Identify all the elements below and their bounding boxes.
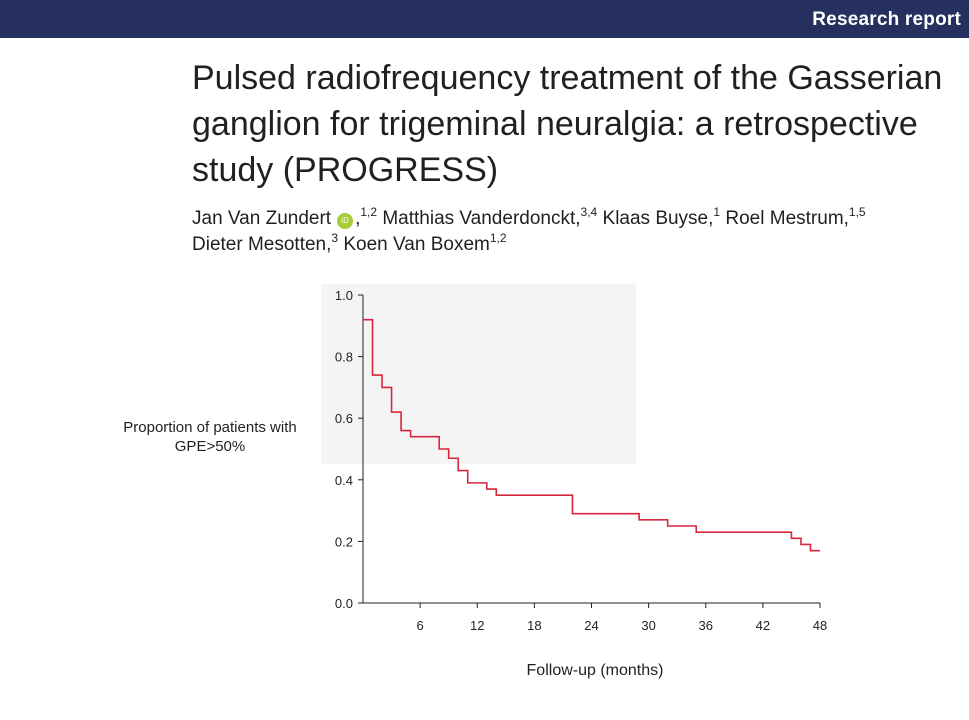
x-tick-label: 12 xyxy=(470,618,484,633)
author-affiliation: 3,4 xyxy=(580,205,598,219)
y-tick-label: 0.6 xyxy=(335,411,353,426)
y-tick-label: 0.2 xyxy=(335,534,353,549)
author-name: Jan Van Zundert xyxy=(192,208,332,229)
author-list: Jan Van Zundert iD ,1,2 Matthias Vanderdon… xyxy=(192,205,866,255)
author-affiliation: 1,2 xyxy=(360,205,378,219)
x-tick-label: 42 xyxy=(756,618,770,633)
author-affiliation: 1 xyxy=(713,205,721,219)
x-tick-label: 24 xyxy=(584,618,598,633)
y-axis-label: Proportion of patients with GPE>50% xyxy=(123,419,297,455)
y-axis-ticks: 0.0 0.2 0.4 0.6 0.8 1.0 xyxy=(335,288,363,611)
x-tick-label: 6 xyxy=(417,618,424,633)
y-tick-label: 0.8 xyxy=(335,350,353,365)
paper-title: Pulsed radiofrequency treatment of the G… xyxy=(192,59,943,189)
x-tick-label: 18 xyxy=(527,618,541,633)
y-tick-label: 1.0 xyxy=(335,288,353,303)
x-tick-label: 36 xyxy=(699,618,713,633)
author-affiliation: 1,5 xyxy=(848,205,866,219)
figure-shading xyxy=(321,284,636,464)
survival-curve xyxy=(363,318,820,552)
orcid-icon[interactable]: iD xyxy=(337,213,354,229)
y-tick-label: 0.0 xyxy=(335,596,353,611)
journal-header-band: Research report xyxy=(0,0,969,38)
author-affiliation: 3 xyxy=(331,231,339,245)
x-tick-label: 30 xyxy=(641,618,655,633)
author-name: Matthias Vanderdonckt xyxy=(382,208,576,229)
author-name: Koen Van Boxem xyxy=(343,234,490,255)
y-tick-label: 0.4 xyxy=(335,473,353,488)
author-name: Dieter Mesotten xyxy=(192,234,327,255)
x-tick-label: 48 xyxy=(813,618,827,633)
author-affiliation: 1,2 xyxy=(489,231,507,245)
section-label: Research report xyxy=(812,9,961,30)
author-name: Klaas Buyse xyxy=(602,208,709,229)
x-axis-ticks: 6 12 18 24 30 36 42 48 xyxy=(417,603,827,633)
author-name: Roel Mestrum xyxy=(725,208,844,229)
x-axis-label: Follow-up (months) xyxy=(526,662,664,679)
